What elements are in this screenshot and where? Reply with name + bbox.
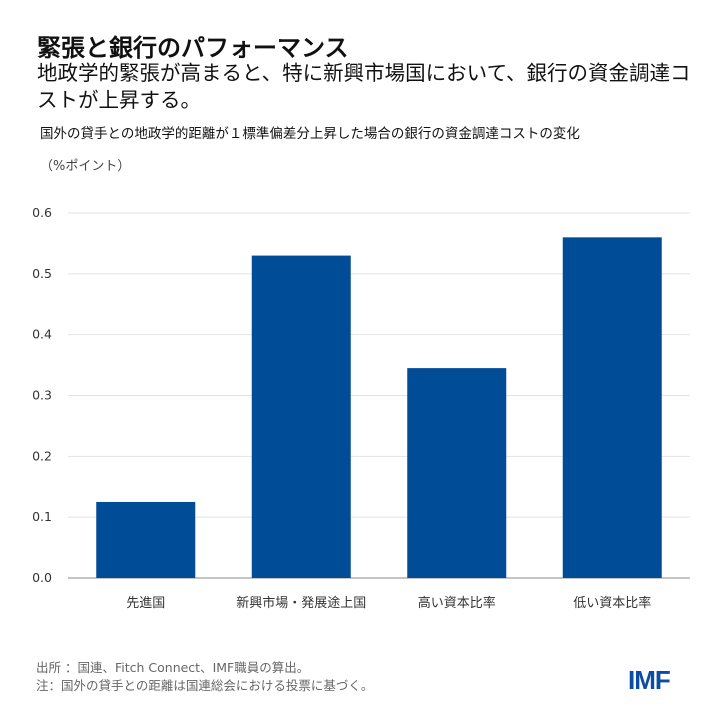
chart-subtitle: 地政学的緊張が高まると、特に新興市場国において、銀行の資金調達コストが上昇する。 bbox=[37, 61, 691, 112]
x-tick-label: 先進国 bbox=[126, 596, 165, 611]
x-tick-label: 高い資本比率 bbox=[418, 595, 496, 611]
note-text: 注：国外の貸手との距離は国連総会における投票に基づく。 bbox=[36, 678, 374, 693]
imf-logo: IMF bbox=[628, 665, 671, 695]
bar bbox=[96, 501, 196, 578]
bar bbox=[407, 368, 507, 578]
bar bbox=[251, 255, 351, 579]
source-notes: 出所 ：国連、Fitch Connect、IMF職員の算出。 注：国外の貸手との… bbox=[36, 659, 373, 695]
x-tick-label: 新興市場・発展途上国 bbox=[236, 595, 366, 611]
source-text: 出所 ：国連、Fitch Connect、IMF職員の算出。 bbox=[36, 660, 310, 675]
y-axis-unit: （%ポイント） bbox=[40, 159, 131, 174]
y-tick-label: 0.6 bbox=[32, 205, 52, 220]
y-tick-label: 0.1 bbox=[32, 509, 52, 524]
y-tick-label: 0.5 bbox=[32, 266, 52, 281]
chart-title: 緊張と銀行のパフォーマンス bbox=[37, 34, 349, 62]
y-tick-label: 0.2 bbox=[32, 448, 52, 463]
y-tick-label: 0.4 bbox=[32, 327, 52, 342]
y-tick-label: 0.3 bbox=[32, 388, 52, 403]
chart-description: 国外の貸手との地政学的距離が１標準偏差分上昇した場合の銀行の資金調達コストの変化 bbox=[40, 126, 580, 142]
bar bbox=[562, 237, 662, 579]
x-tick-label: 低い資本比率 bbox=[573, 595, 651, 611]
y-tick-label: 0.0 bbox=[32, 570, 52, 585]
